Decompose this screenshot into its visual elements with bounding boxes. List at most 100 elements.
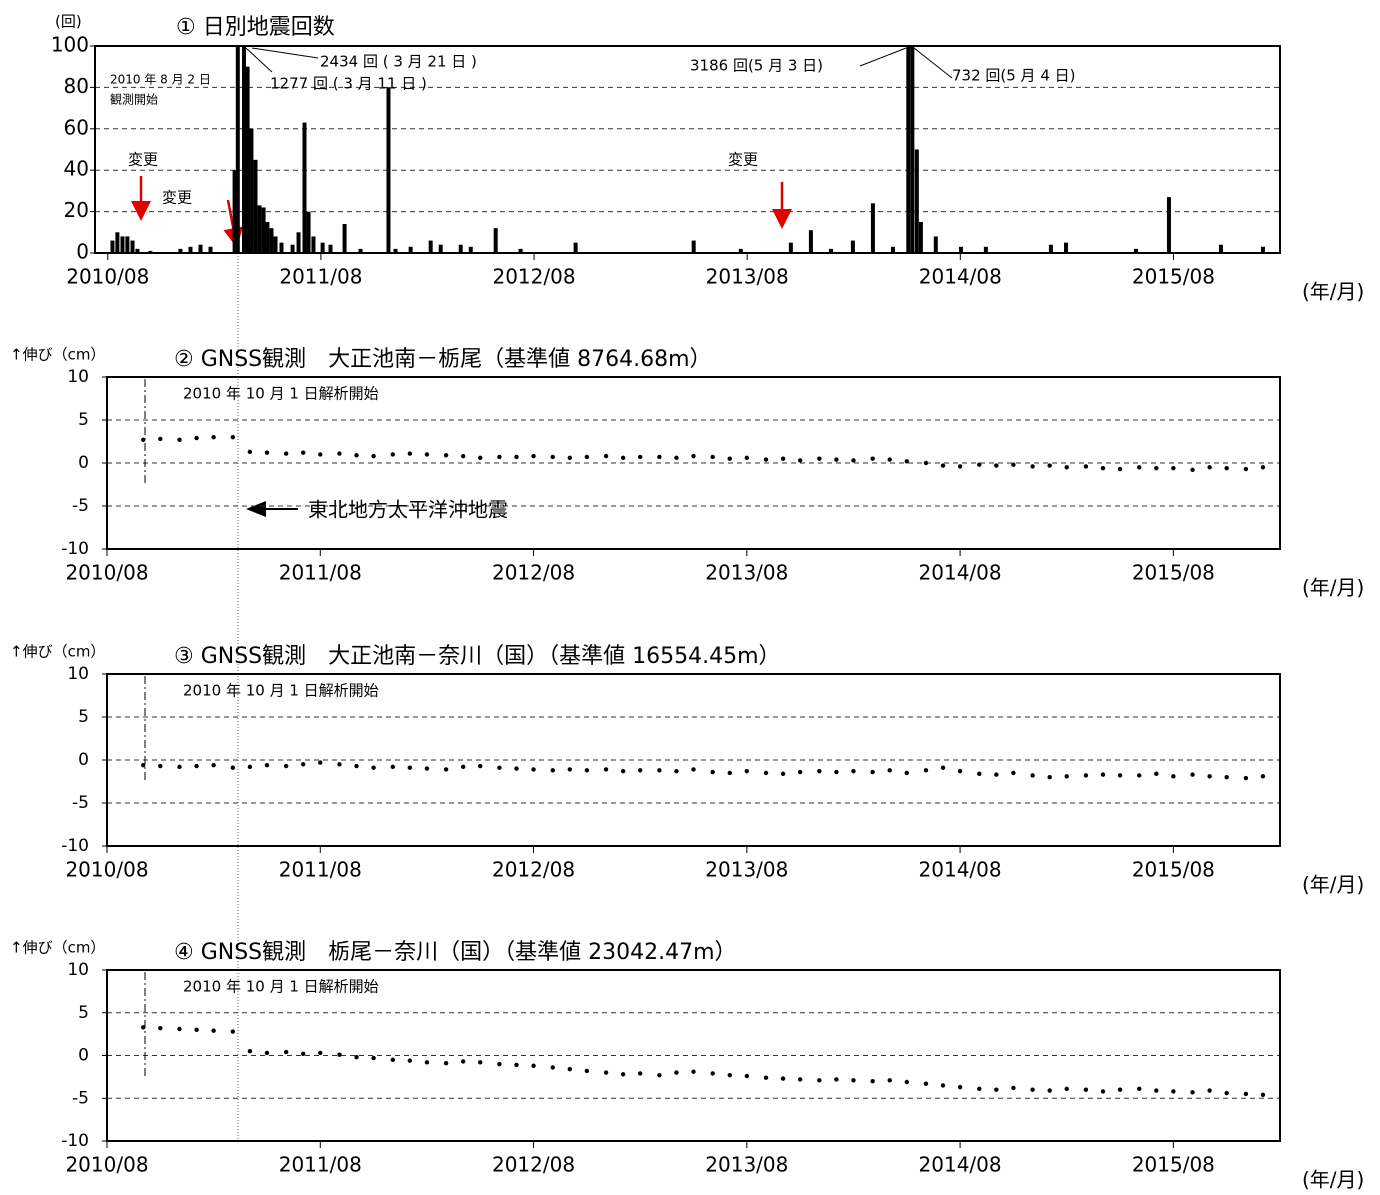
- point: [1100, 465, 1106, 471]
- point: [1260, 465, 1266, 470]
- point: [531, 1063, 536, 1068]
- plot-area: [110, 46, 1265, 253]
- point: [870, 456, 875, 461]
- point: [691, 767, 696, 772]
- point: [531, 767, 536, 772]
- y-axis-label: ↑伸び（cm）: [10, 346, 105, 364]
- bar: [386, 87, 391, 253]
- point: [797, 1077, 803, 1082]
- point: [1171, 774, 1176, 779]
- y-tick-label: 10: [67, 664, 89, 684]
- x-tick-label: 2014/08: [919, 265, 1002, 289]
- point: [834, 457, 839, 462]
- point: [780, 771, 786, 776]
- bar: [958, 246, 963, 253]
- bar: [738, 248, 743, 253]
- annotation: 732 回(5 月 4 日): [952, 67, 1076, 85]
- point: [1207, 1088, 1212, 1093]
- point: [1030, 464, 1035, 469]
- point: [923, 1081, 929, 1086]
- point: [318, 1050, 323, 1056]
- y-tick-label: -10: [61, 836, 89, 856]
- bar: [208, 246, 213, 253]
- bar: [235, 46, 240, 253]
- point: [211, 435, 216, 440]
- bar: [125, 236, 130, 253]
- point: [194, 763, 199, 769]
- point: [301, 762, 306, 767]
- point: [904, 770, 909, 776]
- y-tick-label: 0: [78, 453, 89, 473]
- bar: [198, 244, 203, 253]
- bar: [468, 246, 473, 253]
- point: [301, 450, 306, 455]
- bar: [302, 122, 307, 253]
- point: [584, 454, 590, 460]
- point: [283, 763, 289, 769]
- x-tick-label: 2012/08: [492, 265, 575, 289]
- point: [674, 455, 679, 461]
- bar: [788, 242, 793, 253]
- y-tick-label: 20: [64, 198, 89, 222]
- point: [230, 765, 236, 770]
- bar: [1048, 244, 1053, 253]
- y-tick-label: 60: [64, 115, 89, 139]
- x-axis-label: (年/月): [1302, 576, 1364, 600]
- bar: [306, 211, 311, 253]
- x-tick-label: 2014/08: [919, 561, 1002, 585]
- point: [727, 456, 732, 461]
- point: [497, 765, 502, 770]
- point: [407, 765, 413, 770]
- point: [797, 458, 803, 463]
- point: [460, 1059, 466, 1064]
- bar: [518, 248, 523, 253]
- point: [603, 453, 609, 459]
- point: [194, 435, 199, 441]
- point: [940, 1083, 946, 1088]
- y-tick-label: -5: [72, 793, 89, 813]
- point: [424, 452, 430, 457]
- point: [780, 1076, 786, 1081]
- bar: [890, 246, 895, 253]
- x-tick-label: 2010/08: [65, 1153, 148, 1177]
- point: [1064, 465, 1069, 470]
- bar: [358, 248, 363, 253]
- y-tick-label: 80: [64, 74, 89, 98]
- point: [318, 452, 323, 457]
- point: [283, 1049, 289, 1055]
- y-tick-label: 100: [51, 33, 89, 57]
- point: [817, 768, 822, 774]
- y-axis-label: (回): [55, 13, 82, 31]
- point: [923, 768, 929, 773]
- bar: [1218, 244, 1223, 253]
- point: [977, 1086, 982, 1092]
- bar: [290, 244, 295, 253]
- annotation: 東北地方太平洋沖地震: [308, 498, 508, 522]
- point: [371, 1055, 376, 1061]
- annotation: 1277 回 ( 3 月 11 日 ): [270, 75, 427, 93]
- point: [674, 1070, 679, 1075]
- point: [337, 1052, 342, 1057]
- x-axis-label: (年/月): [1302, 1168, 1364, 1192]
- point: [264, 1050, 270, 1056]
- point: [584, 1068, 590, 1074]
- point: [994, 772, 999, 777]
- point: [247, 764, 253, 770]
- bar: [296, 232, 301, 253]
- point: [443, 453, 449, 458]
- bar: [135, 248, 140, 253]
- point: [478, 763, 483, 769]
- bar: [573, 242, 578, 253]
- point: [603, 1070, 609, 1075]
- point: [567, 1066, 573, 1072]
- bar: [188, 246, 193, 253]
- point: [887, 768, 892, 773]
- point: [531, 453, 536, 459]
- point: [371, 453, 376, 459]
- point: [1117, 466, 1123, 472]
- x-tick-label: 2014/08: [919, 858, 1002, 882]
- point: [514, 766, 519, 771]
- y-tick-label: 40: [64, 157, 89, 181]
- bar: [120, 236, 125, 253]
